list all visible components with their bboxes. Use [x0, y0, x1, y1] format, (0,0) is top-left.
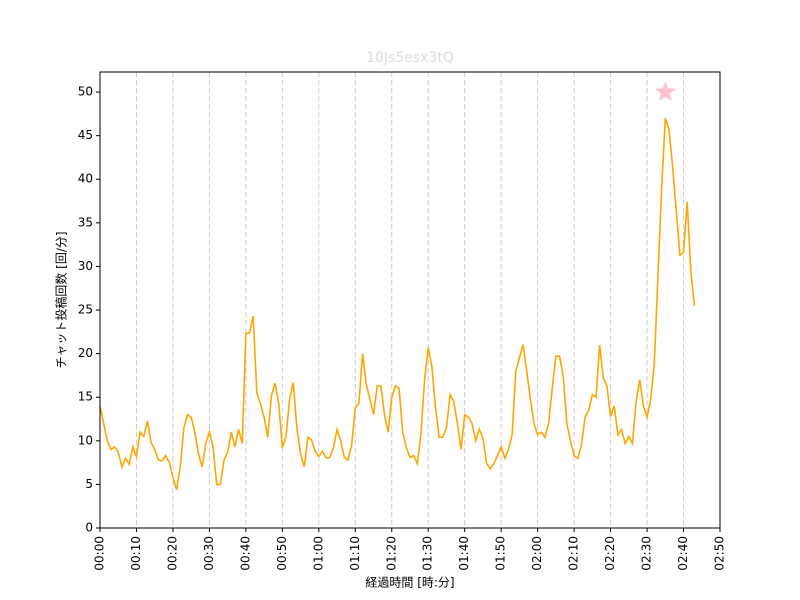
x-tick-label: 01:30	[421, 536, 435, 571]
y-tick-label: 40	[78, 172, 93, 186]
x-tick-label: 01:50	[494, 536, 508, 571]
plot-frame	[99, 71, 721, 529]
x-tick-label: 01:40	[457, 536, 471, 571]
y-tick-label: 45	[78, 128, 93, 142]
x-tick-label: 00:40	[238, 536, 252, 571]
x-tick-label: 01:10	[348, 536, 362, 571]
x-tick-label: 00:00	[93, 536, 107, 571]
x-tick-label: 02:30	[640, 536, 654, 571]
y-tick-label: 15	[78, 390, 93, 404]
y-tick-label: 5	[85, 477, 93, 491]
x-tick-label: 00:10	[129, 536, 143, 571]
x-tick-label: 02:00	[530, 536, 544, 571]
x-tick-label: 02:50	[713, 536, 727, 571]
y-tick-label: 10	[78, 433, 93, 447]
x-tick-label: 02:10	[567, 536, 581, 571]
y-tick-label: 35	[78, 215, 93, 229]
y-axis-label: チャット投稿回数 [回/分]	[54, 231, 69, 368]
y-tick-label: 0	[85, 521, 93, 535]
chart-title: 10Js5esx3tQ	[366, 50, 454, 66]
y-tick-label: 30	[78, 259, 93, 273]
x-tick-label: 01:20	[384, 536, 398, 571]
x-tick-label: 00:20	[165, 536, 179, 571]
x-tick-label: 02:40	[676, 536, 690, 571]
y-tick-label: 20	[78, 346, 93, 360]
x-tick-label: 00:30	[202, 536, 216, 571]
highlight-star	[654, 81, 676, 101]
x-tick-label: 02:20	[603, 536, 617, 571]
x-tick-label: 01:00	[311, 536, 325, 571]
y-tick-label: 25	[78, 303, 93, 317]
line	[99, 117, 696, 490]
x-tick-label: 00:50	[275, 536, 289, 571]
y-tick-label: 50	[78, 85, 93, 99]
x-axis-label: 経過時間 [時:分]	[365, 576, 454, 590]
